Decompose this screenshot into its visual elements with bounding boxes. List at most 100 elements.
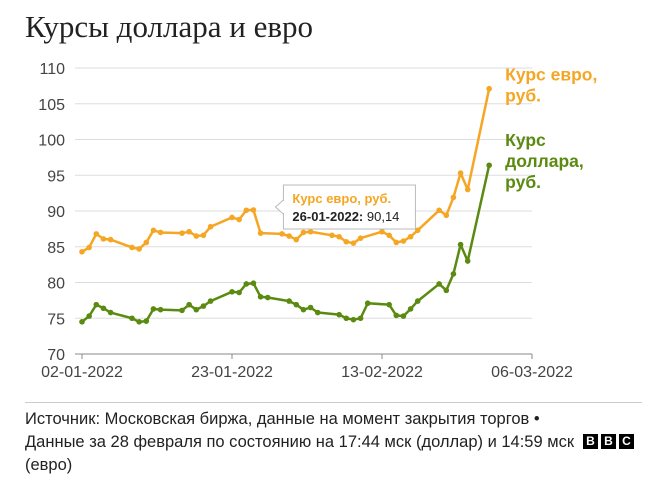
data-point bbox=[357, 235, 364, 241]
data-point bbox=[393, 239, 400, 246]
data-point bbox=[150, 227, 157, 234]
data-point bbox=[264, 294, 271, 301]
data-point bbox=[136, 319, 142, 325]
data-point bbox=[450, 271, 457, 277]
series-label: Курс евро, руб. bbox=[505, 65, 597, 106]
chart-title: Курсы доллара и евро bbox=[25, 9, 313, 44]
data-point bbox=[386, 232, 392, 239]
x-tick-label: 06-03-2022 bbox=[491, 364, 573, 381]
data-point bbox=[193, 233, 200, 239]
data-point bbox=[193, 306, 200, 313]
data-point bbox=[157, 306, 164, 313]
data-point bbox=[100, 236, 107, 242]
data-point bbox=[243, 207, 250, 214]
data-point bbox=[79, 319, 85, 325]
series-labels: Курс евро, руб.Курс доллара, руб. bbox=[505, 65, 597, 193]
data-point bbox=[464, 258, 471, 264]
data-point bbox=[129, 244, 135, 251]
data-point bbox=[136, 246, 142, 252]
data-point bbox=[464, 186, 471, 193]
data-point bbox=[293, 301, 300, 308]
data-point bbox=[250, 207, 257, 213]
data-point bbox=[286, 298, 292, 304]
data-point bbox=[200, 232, 207, 239]
data-point bbox=[443, 287, 450, 294]
series-label-line: руб. bbox=[505, 172, 541, 192]
data-point bbox=[357, 315, 364, 322]
data-point bbox=[157, 229, 164, 236]
data-point bbox=[450, 194, 457, 201]
series-label: Курс доллара, руб. bbox=[505, 130, 584, 192]
x-axis: 02-01-2022 23-01-2022 13-02-2022 06-03-2022 bbox=[41, 354, 573, 381]
y-tick-label: 75 bbox=[47, 311, 65, 328]
y-tick-label: 80 bbox=[47, 276, 65, 293]
y-tick-label: 110 bbox=[39, 61, 65, 78]
tooltip-pointer bbox=[274, 198, 284, 216]
y-tick-label: 70 bbox=[47, 347, 65, 364]
x-tick-label: 13-02-2022 bbox=[341, 364, 423, 381]
data-point bbox=[129, 315, 135, 322]
grid-lines bbox=[75, 67, 532, 355]
tooltip-number: 90,14 bbox=[367, 209, 400, 224]
bbc-logo-letter: B bbox=[583, 434, 598, 449]
bbc-logo-letter: C bbox=[619, 434, 634, 449]
data-point bbox=[379, 228, 385, 235]
bbc-logo: B B C bbox=[583, 434, 634, 449]
data-point bbox=[236, 216, 242, 223]
data-point bbox=[293, 236, 300, 243]
data-point bbox=[107, 236, 114, 243]
tooltip: Курс евро, руб. 26-01-2022: 90,14 bbox=[274, 184, 416, 230]
footer-divider bbox=[25, 402, 642, 403]
tooltip-title: Курс евро, руб. bbox=[292, 191, 391, 206]
data-point bbox=[350, 240, 357, 246]
data-point bbox=[307, 304, 314, 311]
data-point bbox=[343, 238, 350, 245]
tooltip-value: 26-01-2022: 90,14 bbox=[292, 209, 399, 224]
data-point bbox=[250, 280, 257, 287]
data-point bbox=[486, 162, 492, 169]
series-label-line: Курс bbox=[505, 130, 546, 150]
data-point bbox=[343, 315, 350, 322]
series-lines bbox=[79, 85, 492, 325]
y-tick-label: 95 bbox=[47, 168, 65, 185]
data-point bbox=[436, 281, 442, 287]
data-point bbox=[79, 248, 85, 255]
data-point bbox=[300, 229, 307, 236]
data-point bbox=[364, 300, 371, 307]
data-point bbox=[314, 309, 321, 316]
data-point bbox=[279, 231, 285, 237]
data-point bbox=[200, 303, 207, 309]
data-point bbox=[150, 306, 157, 312]
data-point bbox=[86, 244, 92, 251]
y-tick-label: 105 bbox=[38, 97, 65, 114]
data-point bbox=[407, 233, 414, 240]
data-point bbox=[93, 231, 100, 237]
data-point bbox=[457, 241, 464, 248]
data-point bbox=[457, 170, 464, 176]
data-point bbox=[229, 214, 235, 221]
y-tick-label: 85 bbox=[47, 240, 65, 257]
data-point bbox=[107, 309, 114, 316]
data-point bbox=[300, 306, 307, 313]
x-tick-label: 23-01-2022 bbox=[191, 364, 273, 381]
data-point bbox=[143, 239, 150, 246]
data-point bbox=[236, 289, 242, 296]
data-point bbox=[329, 232, 335, 239]
tooltip-date: 26-01-2022: bbox=[292, 209, 366, 224]
data-point bbox=[400, 238, 407, 244]
line-chart: 70 75 80 85 90 95 100 105 110 02-01-2022 23-01-20… bbox=[38, 61, 597, 381]
series-label-line: доллара, bbox=[505, 151, 584, 171]
data-point bbox=[336, 233, 342, 240]
tooltip-box bbox=[282, 184, 416, 230]
data-point bbox=[207, 298, 214, 304]
data-point bbox=[257, 294, 264, 300]
series-label-line: Курс евро, bbox=[505, 65, 597, 85]
data-point bbox=[407, 306, 414, 312]
data-point bbox=[286, 233, 292, 239]
y-axis: 70 75 80 85 90 95 100 105 110 bbox=[38, 61, 65, 364]
data-point bbox=[207, 223, 214, 230]
data-point bbox=[186, 301, 192, 308]
data-point bbox=[100, 305, 107, 312]
x-tick-label: 02-01-2022 bbox=[41, 364, 123, 381]
data-point bbox=[257, 230, 264, 236]
